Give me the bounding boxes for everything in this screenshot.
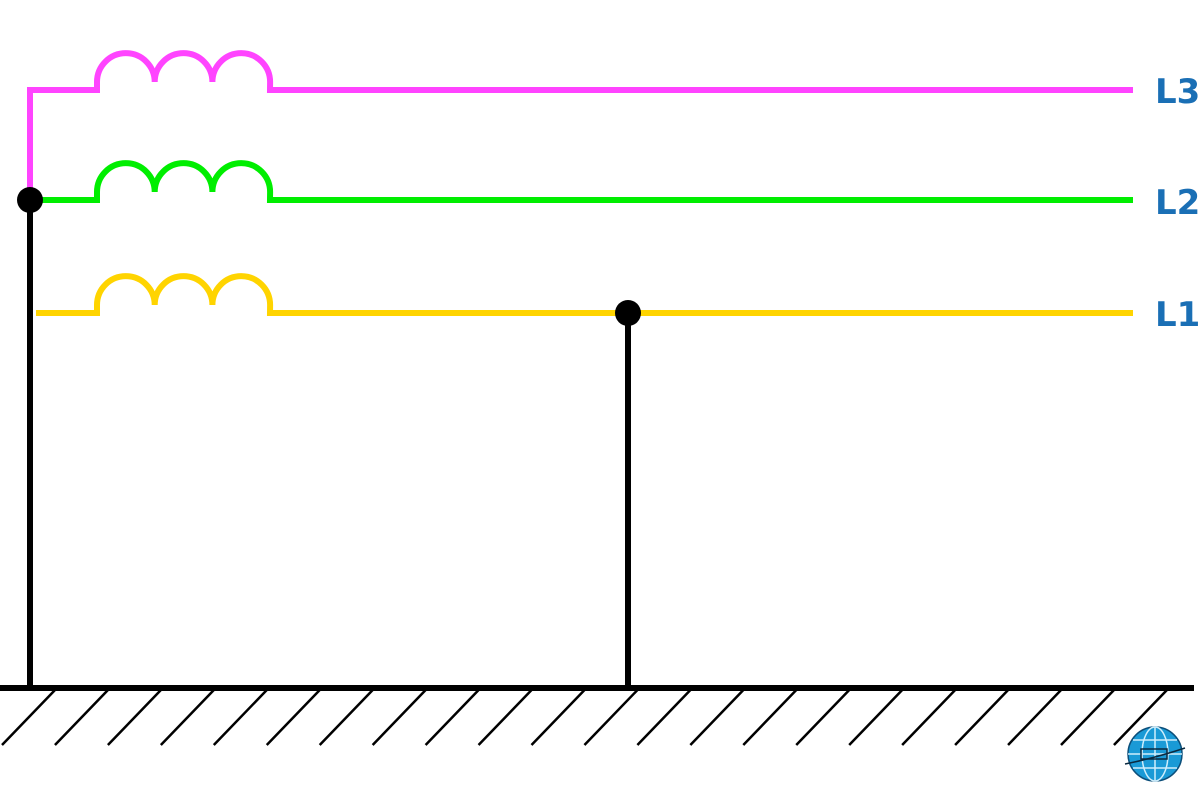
ground-hatch-line (424, 689, 480, 746)
ground-hatch-line (212, 689, 268, 746)
ground-hatch-line (530, 689, 586, 746)
wire-l2 (30, 160, 1133, 203)
ground-hatch-line (689, 689, 745, 746)
ground-hatch-line (636, 689, 692, 746)
ground-symbol (0, 685, 1194, 746)
ground-hatch-line (901, 689, 957, 746)
ground-hatch-line (1060, 689, 1115, 746)
ground-hatch-line (1, 689, 56, 746)
ground-hatch-line (54, 689, 109, 746)
ground-hatch-line (1007, 689, 1062, 746)
ground-hatch-line (583, 689, 639, 746)
wire-l1 (36, 273, 1133, 316)
ground-hatch-line (795, 689, 851, 746)
ground-hatch-line (371, 689, 427, 746)
wire-l3 (27, 50, 1133, 200)
label-l2: L2 (1155, 183, 1200, 223)
label-l3: L3 (1155, 72, 1200, 112)
ground-hatch-line (954, 689, 1010, 746)
ground-hatch-line (1113, 689, 1168, 746)
globe-resistor-logo-icon (1124, 726, 1186, 782)
ground-hatch-line (477, 689, 533, 746)
ground-hatch-line (106, 689, 162, 746)
label-l1: L1 (1155, 295, 1200, 335)
junction-dot-l1 (615, 300, 641, 326)
ground-hatch-line (159, 689, 215, 746)
junction-dot-l2 (17, 187, 43, 213)
ground-hatch-line (742, 689, 798, 746)
ground-hatch-line (848, 689, 904, 746)
ground-hatch-line (318, 689, 374, 746)
ground-hatch-line (265, 689, 321, 746)
